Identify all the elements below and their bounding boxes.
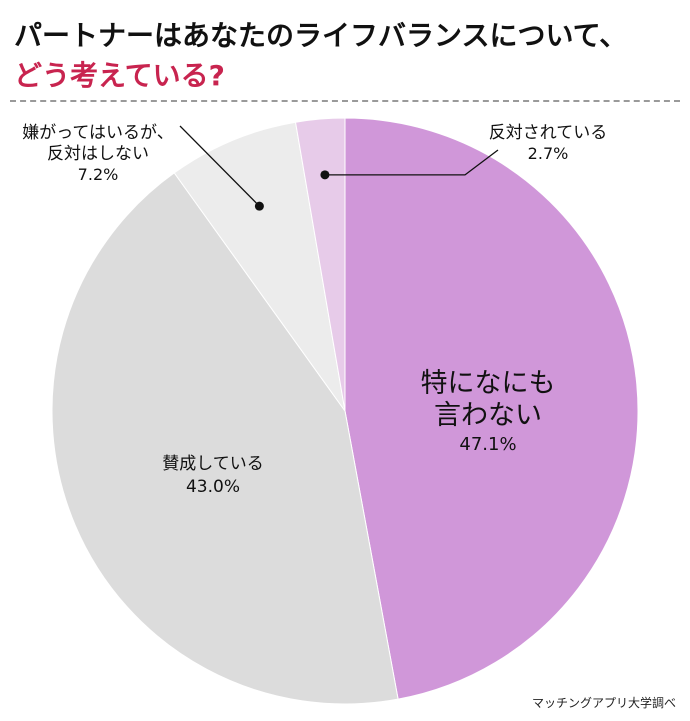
slice-value-approve: 43.0%	[186, 477, 240, 497]
leader-dislike-line	[179, 125, 260, 207]
leader-oppose-line	[324, 149, 499, 176]
page-title-line-1: パートナーはあなたのライフバランスについて、	[14, 19, 628, 52]
pie-slice-approve	[51, 172, 399, 705]
leader-dislike-dot	[254, 201, 264, 211]
pie-slice-oppose	[294, 117, 346, 412]
slice-label-oppose: 反対されている	[489, 123, 608, 143]
slice-label-no-comment-line-1: 特になにも	[421, 368, 556, 399]
slice-label-approve: 賛成している	[162, 454, 264, 474]
slice-value-oppose: 2.7%	[528, 144, 569, 163]
page-title-line-2: どう考えている?	[14, 59, 225, 92]
pie-slice-dislike	[173, 121, 346, 412]
leader-lines	[179, 125, 499, 211]
source-note: マッチングアプリ大学調べ	[531, 696, 676, 710]
leader-oppose-dot	[320, 170, 330, 180]
slice-label-no-comment-line-2: 言わない	[434, 400, 542, 431]
slice-value-dislike: 7.2%	[78, 165, 119, 184]
pie-slices	[51, 117, 639, 705]
title-divider	[10, 100, 680, 102]
slice-label-dislike-line-2: 反対はしない	[47, 144, 149, 164]
slice-label-dislike-line-1: 嫌がってはいるが、	[22, 123, 173, 143]
pie-slice-no-comment	[344, 117, 639, 700]
slice-value-no-comment: 47.1%	[459, 434, 516, 455]
